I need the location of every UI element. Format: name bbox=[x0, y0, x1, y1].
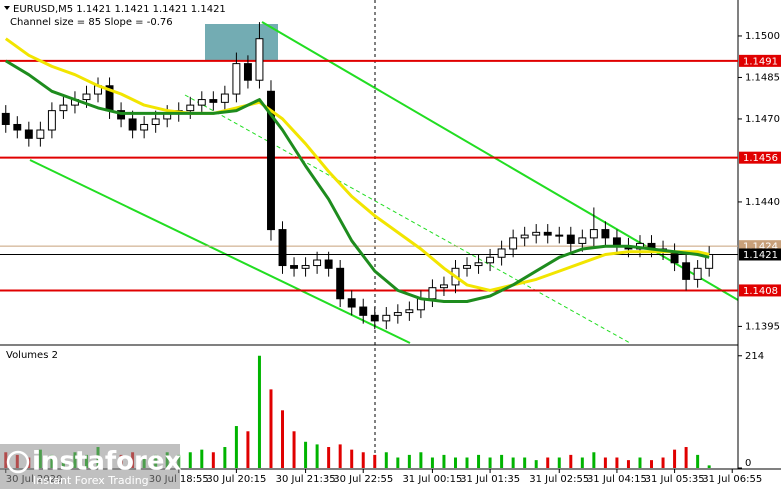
volume-tick-label: 0 bbox=[745, 458, 751, 469]
title-marker bbox=[4, 6, 10, 10]
candle-body bbox=[382, 314, 391, 322]
candle-body bbox=[59, 104, 68, 112]
x-tick-label: 31 Jul 04:15 bbox=[587, 474, 647, 485]
candle-body bbox=[682, 262, 691, 280]
x-tick-label: 31 Jul 02:55 bbox=[529, 474, 589, 485]
watermark-brand: instaforex bbox=[32, 447, 182, 477]
candle-body bbox=[693, 267, 702, 280]
y-tick-label: 1.1470 bbox=[745, 114, 780, 125]
candle-body bbox=[278, 229, 287, 267]
y-tick-label: 1.1485 bbox=[745, 72, 780, 83]
volume-tick-label: 214 bbox=[745, 351, 764, 362]
x-tick-label: 30 Jul 21:35 bbox=[276, 474, 336, 485]
candle-body bbox=[128, 118, 137, 131]
candle-body bbox=[243, 63, 252, 81]
candle-body bbox=[36, 129, 45, 139]
candle-body bbox=[393, 312, 402, 316]
candle-body bbox=[555, 234, 564, 237]
y-tick-label: 1.1440 bbox=[745, 197, 780, 208]
candle-body bbox=[82, 93, 91, 101]
x-tick-label: 31 Jul 01:35 bbox=[460, 474, 520, 485]
x-tick-label: 31 Jul 05:35 bbox=[645, 474, 705, 485]
channel-middle bbox=[184, 94, 631, 344]
candle-body bbox=[209, 99, 218, 103]
watermark-tagline: Instant Forex Trading bbox=[33, 474, 149, 487]
candle-body bbox=[1, 112, 10, 125]
volume-title: Volumes 2 bbox=[6, 350, 58, 361]
watermark-box bbox=[0, 444, 180, 489]
candle-body bbox=[589, 229, 598, 239]
candle-body bbox=[474, 262, 483, 267]
candle-body bbox=[520, 234, 529, 239]
price-level-tag bbox=[739, 151, 781, 164]
moving-average bbox=[4, 37, 710, 292]
channel-upper bbox=[261, 21, 739, 301]
x-tick-label: 31 Jul 06:55 bbox=[702, 474, 762, 485]
candle-body bbox=[24, 129, 33, 139]
moving-average bbox=[5, 59, 710, 303]
channel-lower bbox=[29, 159, 411, 344]
price-level-tag bbox=[739, 54, 781, 67]
candle-body bbox=[428, 287, 437, 300]
price-level-label: 1.1421 bbox=[743, 250, 778, 261]
candle-body bbox=[405, 309, 414, 314]
y-tick-label: 1.1500 bbox=[745, 31, 780, 42]
candle-body bbox=[601, 229, 610, 239]
price-level-label: 1.1456 bbox=[743, 153, 778, 164]
candle-body bbox=[301, 265, 310, 269]
price-level-label: 1.1424 bbox=[743, 242, 778, 253]
candle-body bbox=[463, 265, 471, 269]
candle-body bbox=[151, 118, 160, 125]
price-level-label: 1.1491 bbox=[743, 56, 778, 67]
y-tick-label: 1.1395 bbox=[745, 321, 780, 332]
chart-subtitle: Channel size = 85 Slope = -0.76 bbox=[10, 17, 173, 28]
candle-body bbox=[509, 237, 518, 250]
candle-body bbox=[578, 237, 587, 244]
candle-body bbox=[347, 298, 356, 308]
candle-body bbox=[370, 314, 379, 322]
chart-title: EURUSD,M5 1.1421 1.1421 1.1421 1.1421 bbox=[13, 4, 226, 15]
candle-body bbox=[486, 256, 495, 264]
candle-body bbox=[566, 234, 575, 244]
x-tick-label: 31 Jul 00:15 bbox=[402, 474, 462, 485]
candle-body bbox=[439, 284, 448, 289]
price-level-tag bbox=[739, 284, 781, 297]
x-tick-label: 30 Jul 20:15 bbox=[206, 474, 266, 485]
watermark-logo bbox=[6, 450, 30, 474]
price-level-tag bbox=[739, 248, 781, 261]
candle-body bbox=[232, 63, 241, 95]
candle-body bbox=[497, 248, 506, 258]
candle-body bbox=[267, 90, 275, 231]
x-tick-label: 30 Jul 22:55 bbox=[333, 474, 393, 485]
highlight-zone bbox=[205, 24, 278, 61]
candle-body bbox=[532, 231, 541, 236]
candle-body bbox=[220, 93, 229, 103]
candle-body bbox=[324, 259, 333, 269]
candle-body bbox=[336, 267, 345, 300]
candle-body bbox=[290, 265, 299, 269]
candle-body bbox=[359, 306, 368, 316]
candle-body bbox=[13, 123, 22, 131]
candle-body bbox=[186, 104, 195, 112]
price-level-label: 1.1408 bbox=[743, 286, 778, 297]
candle-body bbox=[313, 259, 322, 267]
candle-body bbox=[47, 110, 56, 131]
candle-body bbox=[197, 99, 206, 106]
candle-body bbox=[543, 231, 552, 236]
candle-body bbox=[255, 38, 264, 81]
candle-body bbox=[140, 123, 149, 131]
